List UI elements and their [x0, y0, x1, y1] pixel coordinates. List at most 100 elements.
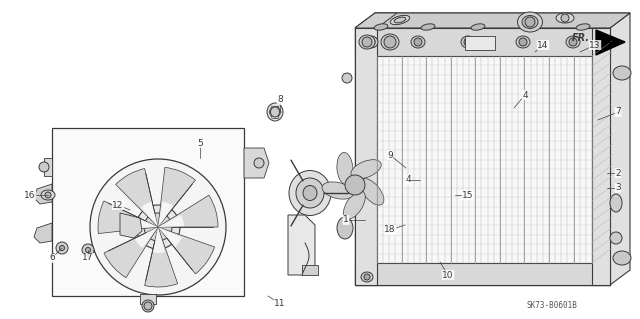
Wedge shape [104, 227, 158, 278]
Ellipse shape [254, 158, 264, 168]
Ellipse shape [610, 194, 622, 212]
Circle shape [362, 37, 372, 47]
Ellipse shape [359, 35, 375, 49]
Wedge shape [153, 227, 164, 253]
Polygon shape [596, 30, 625, 55]
Ellipse shape [360, 179, 384, 205]
Ellipse shape [337, 152, 353, 184]
Ellipse shape [566, 36, 580, 48]
Text: 2: 2 [615, 168, 621, 177]
Ellipse shape [390, 15, 410, 25]
Wedge shape [158, 195, 218, 227]
Polygon shape [610, 13, 630, 285]
Bar [302, 265, 318, 275]
Polygon shape [120, 213, 142, 238]
Text: 10: 10 [442, 271, 454, 279]
Text: 11: 11 [275, 300, 285, 308]
Circle shape [364, 274, 370, 280]
Text: 12: 12 [112, 201, 124, 210]
Wedge shape [158, 227, 214, 274]
Ellipse shape [516, 36, 530, 48]
Text: 18: 18 [384, 226, 396, 234]
Ellipse shape [613, 251, 631, 265]
Ellipse shape [361, 272, 373, 282]
Text: 4: 4 [405, 175, 411, 184]
Ellipse shape [39, 162, 49, 172]
Ellipse shape [471, 24, 485, 30]
Circle shape [144, 302, 152, 310]
Ellipse shape [522, 16, 538, 28]
Ellipse shape [394, 17, 406, 23]
Circle shape [45, 192, 51, 198]
Ellipse shape [613, 66, 631, 80]
Ellipse shape [556, 13, 574, 23]
Ellipse shape [374, 24, 388, 30]
Ellipse shape [421, 24, 435, 30]
Wedge shape [158, 201, 173, 227]
Ellipse shape [381, 34, 399, 50]
Ellipse shape [303, 186, 317, 201]
Circle shape [610, 232, 622, 244]
Text: 13: 13 [589, 41, 601, 49]
Wedge shape [158, 167, 195, 227]
Ellipse shape [267, 103, 283, 121]
Text: 6: 6 [49, 254, 55, 263]
Bar [140, 294, 156, 304]
Circle shape [464, 38, 472, 46]
Bar [355, 263, 610, 285]
Circle shape [561, 14, 569, 22]
Polygon shape [355, 13, 397, 28]
Ellipse shape [364, 36, 378, 48]
Text: 3: 3 [615, 183, 621, 192]
Circle shape [367, 38, 375, 46]
Circle shape [345, 175, 365, 195]
Ellipse shape [351, 160, 381, 179]
Polygon shape [34, 223, 52, 243]
Circle shape [56, 242, 68, 254]
Polygon shape [44, 158, 52, 176]
Circle shape [90, 159, 226, 295]
Text: 9: 9 [387, 151, 393, 160]
Wedge shape [132, 217, 158, 228]
Text: 14: 14 [538, 41, 548, 49]
Bar [355, 28, 610, 56]
Text: 17: 17 [83, 254, 93, 263]
Ellipse shape [576, 24, 590, 30]
Circle shape [144, 213, 172, 241]
Circle shape [136, 205, 180, 249]
Ellipse shape [296, 178, 324, 208]
Text: 8: 8 [277, 95, 283, 105]
Wedge shape [145, 227, 178, 287]
Text: 16: 16 [24, 190, 36, 199]
Wedge shape [135, 227, 158, 248]
Wedge shape [116, 168, 158, 227]
Ellipse shape [342, 73, 352, 83]
Ellipse shape [322, 182, 353, 199]
Bar [592, 28, 610, 285]
Polygon shape [355, 13, 630, 28]
Text: 5: 5 [197, 138, 203, 147]
Text: FR.: FR. [572, 33, 590, 43]
Ellipse shape [411, 36, 425, 48]
Polygon shape [355, 13, 630, 28]
Bar [355, 28, 377, 285]
Ellipse shape [41, 190, 55, 200]
Circle shape [519, 38, 527, 46]
Text: 15: 15 [462, 190, 474, 199]
Bar [52, 128, 244, 296]
Polygon shape [288, 215, 315, 275]
Text: SK73-B0601B: SK73-B0601B [527, 301, 577, 310]
Text: 1: 1 [343, 216, 349, 225]
Circle shape [82, 244, 94, 256]
Circle shape [60, 246, 65, 250]
Ellipse shape [142, 300, 154, 312]
Wedge shape [158, 227, 182, 247]
Ellipse shape [526, 24, 540, 30]
Polygon shape [34, 184, 52, 204]
Ellipse shape [461, 36, 475, 48]
Circle shape [569, 38, 577, 46]
Circle shape [384, 36, 396, 48]
Circle shape [86, 248, 90, 253]
Wedge shape [158, 215, 184, 227]
Bar [355, 28, 610, 285]
